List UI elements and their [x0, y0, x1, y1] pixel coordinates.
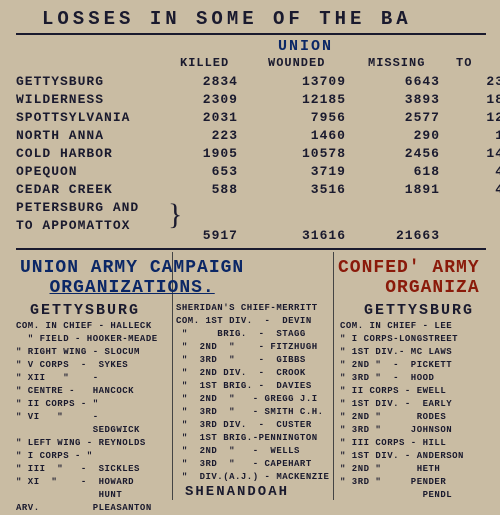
cell-wounded: 31616	[286, 228, 346, 243]
cell-missing: 6643	[384, 74, 440, 89]
brace-icon: }	[168, 200, 182, 230]
cell-wounded: 7956	[286, 110, 346, 125]
cell-missing: 3893	[384, 92, 440, 107]
battle-name: WILDERNESS	[16, 92, 104, 107]
cell-killed: 588	[188, 182, 238, 197]
divider-top	[16, 33, 486, 35]
cell-missing: 2456	[384, 146, 440, 161]
col-header-killed: KILLED	[180, 56, 229, 70]
cell-killed: 2834	[188, 74, 238, 89]
cell-total: 18	[464, 92, 500, 107]
col-header-missing: MISSING	[368, 56, 425, 70]
cell-missing: 2577	[384, 110, 440, 125]
org-list-union-mid: SHERIDAN'S CHIEF-MERRITTCOM. 1ST DIV. - …	[176, 302, 336, 484]
col-header-total: TO	[456, 56, 472, 70]
cell-wounded: 1460	[286, 128, 346, 143]
cell-total: 12	[464, 110, 500, 125]
cell-missing: 21663	[384, 228, 440, 243]
cell-killed: 223	[188, 128, 238, 143]
historical-chart-page: LOSSES IN SOME OF THE BA UNION KILLED WO…	[0, 0, 500, 500]
subheading-shenandoah: SHENANDOAH	[185, 484, 289, 500]
org-list-union-left: COM. IN CHIEF - HALLECK " FIELD - HOOKER…	[16, 320, 176, 515]
battle-name: PETERSBURG AND	[16, 200, 139, 215]
section-title-line1: CONFED' ARMY	[338, 258, 480, 278]
cell-missing: 290	[384, 128, 440, 143]
section-title-line2: ORGANIZA	[385, 278, 479, 298]
main-title: LOSSES IN SOME OF THE BA	[42, 8, 412, 30]
subheading-gettysburg-right: GETTYSBURG	[364, 302, 474, 319]
cell-missing: 1891	[384, 182, 440, 197]
cell-wounded: 10578	[286, 146, 346, 161]
cell-wounded: 13709	[286, 74, 346, 89]
battle-name: COLD HARBOR	[16, 146, 113, 161]
cell-total: 14	[464, 146, 500, 161]
battle-name: GETTYSBURG	[16, 74, 104, 89]
cell-total: 4	[464, 182, 500, 197]
cell-killed: 2309	[188, 92, 238, 107]
battle-name: CEDAR CREEK	[16, 182, 113, 197]
cell-total: 1	[464, 128, 500, 143]
cell-total: 23	[464, 74, 500, 89]
cell-missing: 618	[384, 164, 440, 179]
battle-name: SPOTTSYLVANIA	[16, 110, 130, 125]
org-list-confed: COM. IN CHIEF - LEE" I CORPS-LONGSTREET"…	[340, 320, 500, 502]
cell-killed: 653	[188, 164, 238, 179]
cell-killed: 1905	[188, 146, 238, 161]
cell-killed: 5917	[188, 228, 238, 243]
divider-mid	[16, 248, 486, 250]
section-title-line1: UNION ARMY CAMPAIGN	[20, 258, 244, 278]
section-title-union: UNION ARMY CAMPAIGN ORGANIZATIONS.	[20, 258, 244, 298]
cell-wounded: 3719	[286, 164, 346, 179]
battle-name: TO APPOMATTOX	[16, 218, 130, 233]
col-header-wounded: WOUNDED	[268, 56, 325, 70]
union-heading: UNION	[278, 38, 333, 55]
battle-name: OPEQUON	[16, 164, 78, 179]
section-title-line2: ORGANIZATIONS.	[50, 278, 215, 298]
cell-total: 4	[464, 164, 500, 179]
cell-killed: 2031	[188, 110, 238, 125]
battle-name: NORTH ANNA	[16, 128, 104, 143]
cell-wounded: 3516	[286, 182, 346, 197]
section-title-confed: CONFED' ARMY ORGANIZA	[338, 258, 480, 298]
cell-wounded: 12185	[286, 92, 346, 107]
subheading-gettysburg-left: GETTYSBURG	[30, 302, 140, 319]
